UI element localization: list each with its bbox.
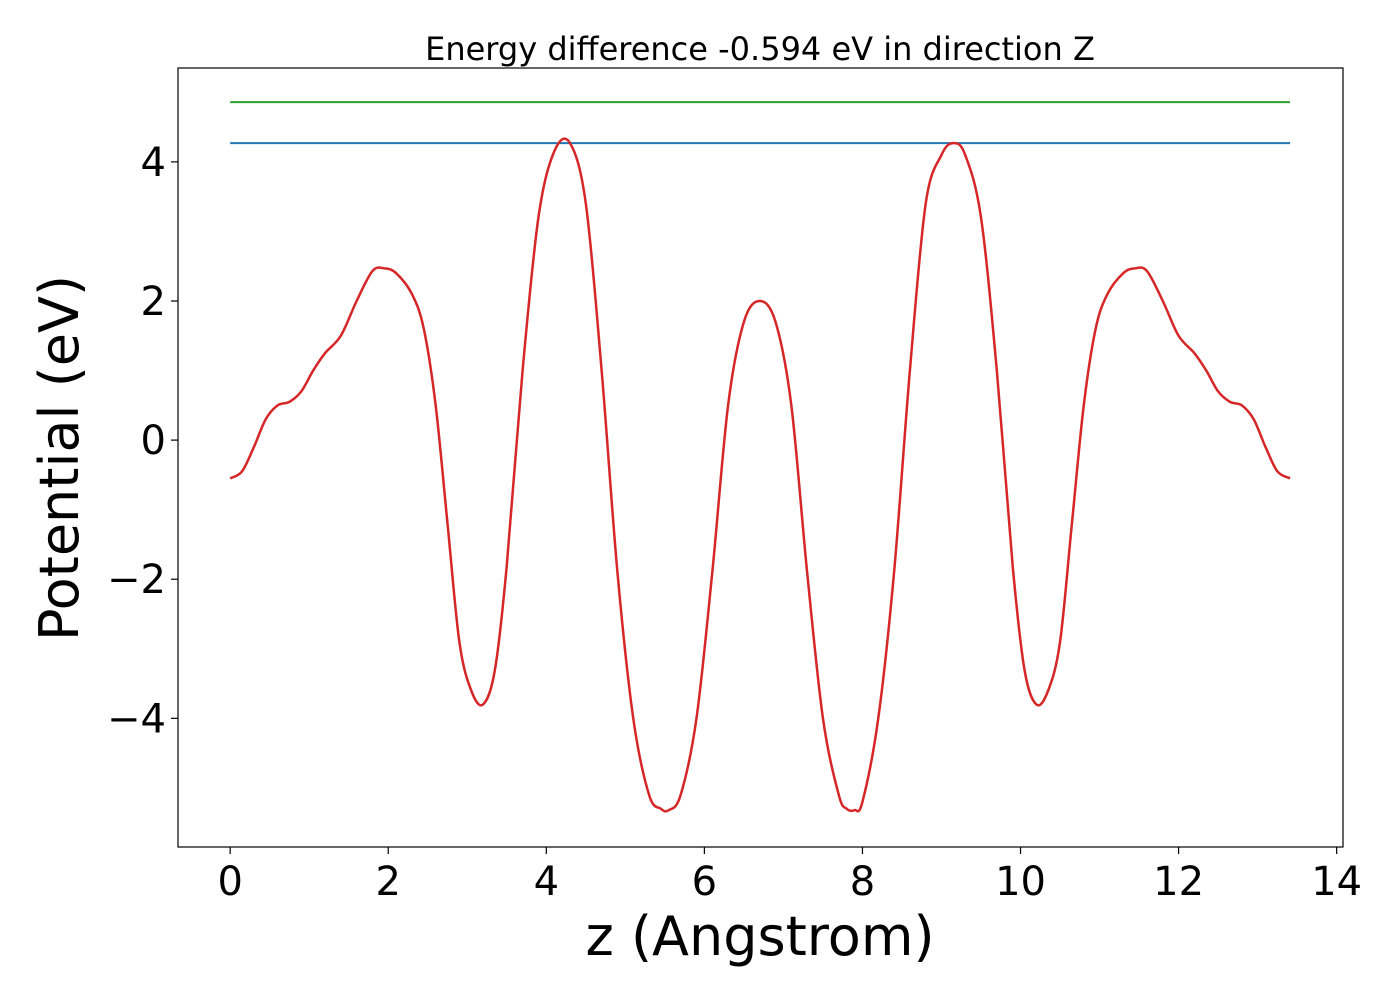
y-tick-label: 4 [141, 140, 166, 186]
y-tick-label: 0 [141, 418, 166, 464]
y-tick-label: 2 [141, 279, 166, 325]
x-tick-label: 12 [1153, 859, 1204, 905]
x-tick-label: 2 [376, 859, 401, 905]
x-axis-ticks: 0 2 4 6 8 10 12 14 [217, 847, 1362, 905]
y-tick-label: −2 [107, 557, 166, 603]
y-tick-label: −4 [107, 696, 166, 742]
x-axis-label: z (Angstrom) [585, 905, 934, 968]
chart-title: Energy difference -0.594 eV in direction… [425, 30, 1095, 68]
series-line-2 [229, 137, 1291, 813]
x-tick-label: 6 [692, 859, 717, 905]
x-tick-label: 0 [217, 859, 242, 905]
x-tick-label: 14 [1311, 859, 1362, 905]
x-tick-label: 10 [995, 859, 1046, 905]
plot-frame [177, 67, 1344, 848]
x-tick-label: 4 [534, 859, 559, 905]
x-tick-label: 8 [850, 859, 875, 905]
y-axis-label: Potential (eV) [28, 275, 91, 641]
y-axis-ticks: −4 −2 0 2 4 [107, 140, 178, 742]
plot-lines [229, 101, 1291, 813]
